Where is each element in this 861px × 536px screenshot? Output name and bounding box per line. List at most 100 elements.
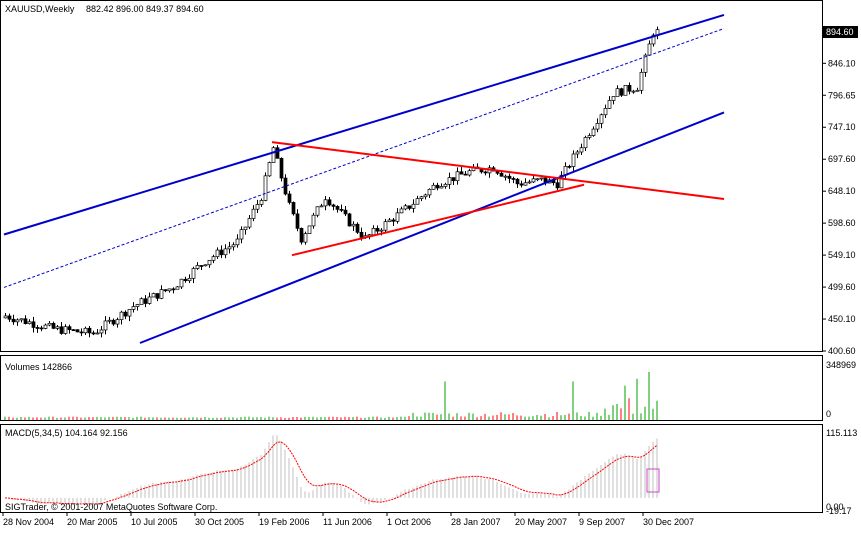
candle-body	[351, 223, 356, 227]
candle-body	[511, 178, 516, 180]
candle-body	[299, 228, 304, 243]
candle-body	[31, 321, 36, 328]
candle-body	[423, 194, 428, 198]
candle-body	[643, 54, 648, 73]
candle-body	[355, 223, 360, 233]
volume-panel-frame	[0, 355, 823, 421]
candle-body	[267, 162, 272, 177]
x-tick-label: 9 Sep 2007	[579, 517, 625, 527]
candle-body	[43, 324, 48, 329]
candle-body	[223, 248, 228, 256]
candle-body	[575, 151, 580, 155]
price-tick-label: 598.60	[828, 218, 856, 228]
candle-body	[359, 231, 364, 238]
candle-body	[59, 326, 64, 334]
triangle-top-line	[271, 141, 725, 200]
candle-body	[415, 198, 420, 205]
price-tick-label: 549.10	[828, 250, 856, 260]
candle-body	[271, 147, 276, 163]
macd-tick-label: 0.00	[826, 502, 844, 512]
candle-body	[67, 326, 72, 331]
candle-body	[235, 238, 240, 246]
candle-body	[207, 259, 212, 266]
candle-body	[639, 71, 644, 91]
candle-body	[331, 204, 336, 207]
price-tick-label: 796.65	[828, 90, 856, 100]
candle-body	[311, 214, 316, 227]
candle-body	[591, 128, 596, 136]
candle-body	[443, 183, 448, 187]
candle-body	[559, 174, 564, 189]
price-tick-label: 697.60	[828, 154, 856, 164]
candle-body	[335, 206, 340, 210]
copyright-text: SIGTrader, © 2001-2007 MetaQuotes Softwa…	[5, 502, 217, 512]
candle-body	[47, 322, 52, 326]
candle-body	[127, 309, 132, 317]
candle-body	[263, 175, 268, 201]
candle-body	[387, 219, 392, 223]
candle-body	[11, 318, 16, 323]
candle-body	[231, 244, 236, 248]
candle-body	[275, 147, 280, 159]
candle-body	[435, 184, 440, 189]
candle-body	[191, 268, 196, 279]
x-tick-label: 28 Jan 2007	[451, 517, 501, 527]
candle-body	[307, 225, 312, 234]
axis-ticks: 894.60 846.10 796.65 747.10 697.60 648.10 598.…	[2, 27, 857, 527]
volume-bars	[4, 372, 658, 420]
candle-body	[255, 204, 260, 210]
channel-upper-line	[3, 13, 725, 236]
candle-body	[19, 318, 24, 321]
candle-body	[291, 202, 296, 215]
candle-body	[51, 322, 56, 329]
candle-body	[483, 171, 488, 174]
candle-body	[155, 293, 160, 299]
price-tick-label: 400.60	[828, 346, 856, 356]
candle-body	[143, 298, 148, 304]
candle-body	[203, 264, 208, 267]
candle-body	[539, 177, 544, 180]
macd-highlight-marker	[646, 468, 660, 493]
candle-body	[87, 327, 92, 334]
candle-body	[439, 186, 444, 189]
x-tick-label: 30 Oct 2005	[195, 517, 244, 527]
candle-body	[123, 311, 128, 317]
candle-body	[419, 196, 424, 199]
candle-body	[327, 199, 332, 206]
candle-body	[615, 88, 620, 97]
channel-lower-line	[139, 111, 725, 344]
candle-body	[503, 175, 508, 178]
candle-body	[95, 332, 100, 335]
candle-body	[595, 123, 600, 130]
candle-body	[651, 34, 656, 45]
candle-body	[303, 233, 308, 243]
candle-body	[627, 85, 632, 92]
candle-body	[131, 306, 136, 310]
candle-body	[175, 286, 180, 290]
candle-body	[395, 212, 400, 222]
candle-body	[603, 108, 608, 116]
candle-body	[247, 218, 252, 228]
candle-body	[507, 175, 512, 179]
x-tick-label: 28 Nov 2004	[3, 517, 54, 527]
candle-body	[71, 329, 76, 332]
ohlc-values: 882.42 896.00 849.37 894.60	[86, 4, 204, 14]
candle-body	[515, 178, 520, 185]
candle-body	[99, 329, 104, 334]
candle-body	[407, 205, 412, 209]
candle-body	[115, 319, 120, 325]
candle-body	[91, 332, 96, 335]
candle-body	[195, 265, 200, 269]
candle-body	[431, 184, 436, 190]
candle-body	[243, 226, 248, 230]
price-tick-label: 648.10	[828, 186, 856, 196]
price-panel-frame	[0, 0, 823, 352]
candle-body	[323, 199, 328, 207]
candle-body	[211, 256, 216, 261]
candle-body	[463, 173, 468, 176]
candle-body	[391, 219, 396, 222]
current-price-label: 894.60	[826, 27, 854, 37]
candle-body	[519, 183, 524, 186]
